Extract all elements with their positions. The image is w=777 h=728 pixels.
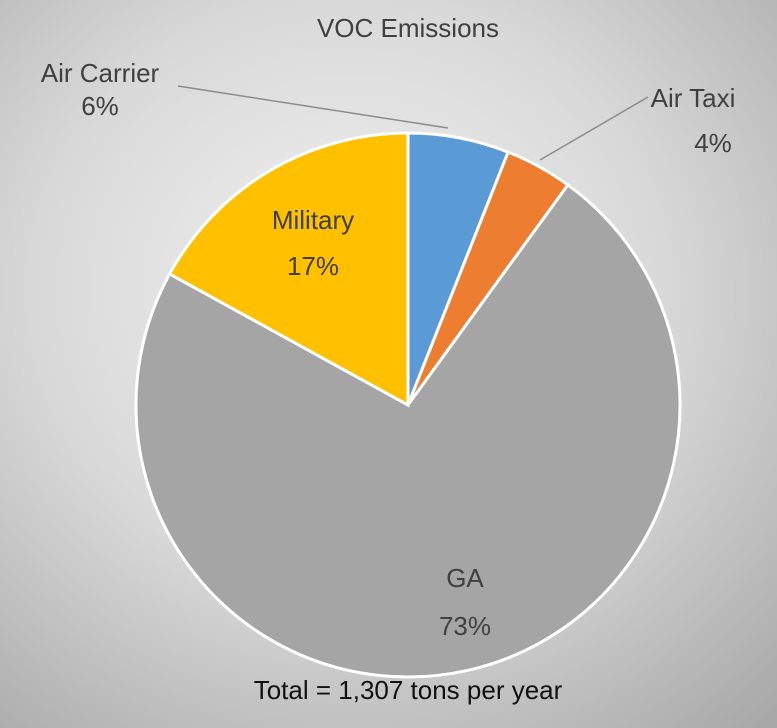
- page: {"chart_data": {"type": "pie", "title": …: [0, 0, 777, 728]
- value-label: 6%: [81, 91, 119, 121]
- category-label: GA: [446, 563, 484, 593]
- chart-title: VOC Emissions: [317, 13, 499, 43]
- annotation: Total = 1,307 tons per year: [254, 675, 563, 705]
- value-label: 73%: [439, 611, 491, 641]
- category-label: Air Carrier: [41, 58, 160, 88]
- value-label: 17%: [287, 251, 339, 281]
- category-label: Air Taxi: [651, 83, 736, 113]
- value-label: 4%: [694, 128, 732, 158]
- category-label: Military: [272, 205, 354, 235]
- chart: VOC Emissions Total = 1,307 tons per yea…: [0, 0, 777, 728]
